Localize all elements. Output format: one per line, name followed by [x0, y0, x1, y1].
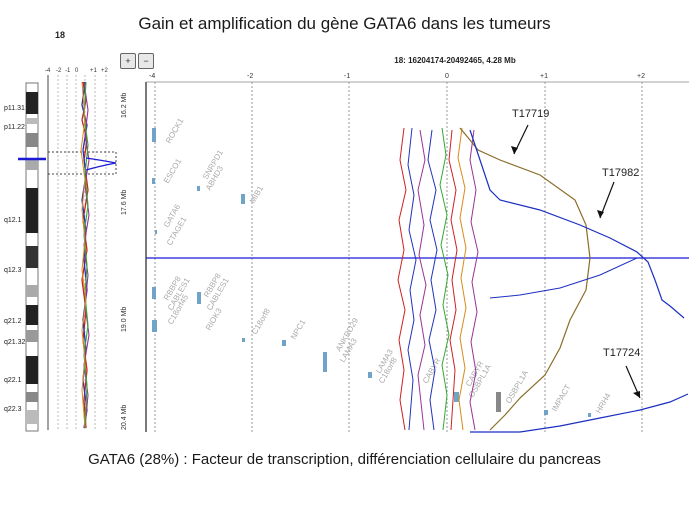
tumor-label: T17724 [603, 347, 640, 359]
band-label: p11.31 [4, 105, 25, 112]
slide-title: Gain et amplification du gène GATA6 dans… [138, 14, 551, 33]
overview-tick: +2 [101, 68, 109, 74]
overview-tick: -1 [65, 68, 71, 74]
chromosome-name: 18 [55, 30, 66, 40]
gene-label: NPC1 [289, 318, 308, 341]
y-axis-label: 19.0 Mb [121, 307, 128, 332]
overview-tick: -2 [56, 68, 62, 74]
gene-label: MIB1 [248, 184, 265, 205]
gene-label: HRH4 [594, 391, 613, 415]
gene-label: OSBPL1A [504, 368, 530, 405]
band-label: q12.1 [4, 217, 22, 224]
gene-label: C18orf8 [250, 306, 272, 336]
gene-blocks [152, 128, 591, 417]
band-label: q12.3 [4, 267, 22, 274]
tumor-label: T17719 [512, 108, 549, 120]
gene-label: RIOK3 [204, 306, 224, 332]
cnv-traces [397, 127, 479, 431]
y-axis-label: 20.4 Mb [121, 405, 128, 430]
x-tick: +1 [540, 73, 548, 80]
t17719-trace [459, 127, 591, 431]
x-tick: -1 [344, 73, 350, 80]
t17724-trace [470, 393, 689, 433]
overview-tick: +1 [90, 68, 98, 74]
band-label: q22.3 [4, 406, 22, 413]
main-plot-area [145, 81, 689, 432]
band-label: p11.22 [4, 124, 25, 131]
chromosome-ideogram [18, 82, 46, 432]
band-label: q21.2 [4, 318, 22, 325]
band-label: q22.1 [4, 377, 22, 384]
gene-label: ROCK1 [164, 116, 186, 145]
tumor-label: T17982 [602, 167, 639, 179]
x-tick: 0 [445, 73, 449, 80]
t17982-trace-lower [489, 257, 638, 299]
t17982-trace [469, 129, 685, 319]
x-tick: +2 [637, 73, 645, 80]
overview-panel [47, 75, 117, 430]
overview-tick: 0 [75, 68, 79, 74]
gene-label: IMPACT [550, 383, 573, 413]
zoom-in-button[interactable]: + [120, 53, 136, 69]
y-axis-label: 16.2 Mb [121, 93, 128, 118]
region-label: 18: 16204174-20492465, 4.28 Mb [394, 56, 516, 65]
zoom-out-button[interactable]: − [138, 53, 154, 69]
overview-tick: -4 [45, 68, 51, 74]
gene-label: ESCO1 [162, 157, 184, 185]
band-label: q21.32 [4, 339, 26, 346]
annotation-arrows [511, 124, 641, 399]
gene-label: CABYR [421, 356, 443, 385]
x-tick: -2 [247, 73, 253, 80]
x-tick: -4 [149, 73, 155, 80]
slide-caption: GATA6 (28%) : Facteur de transcription, … [88, 451, 601, 468]
y-axis-label: 17.6 Mb [121, 190, 128, 215]
